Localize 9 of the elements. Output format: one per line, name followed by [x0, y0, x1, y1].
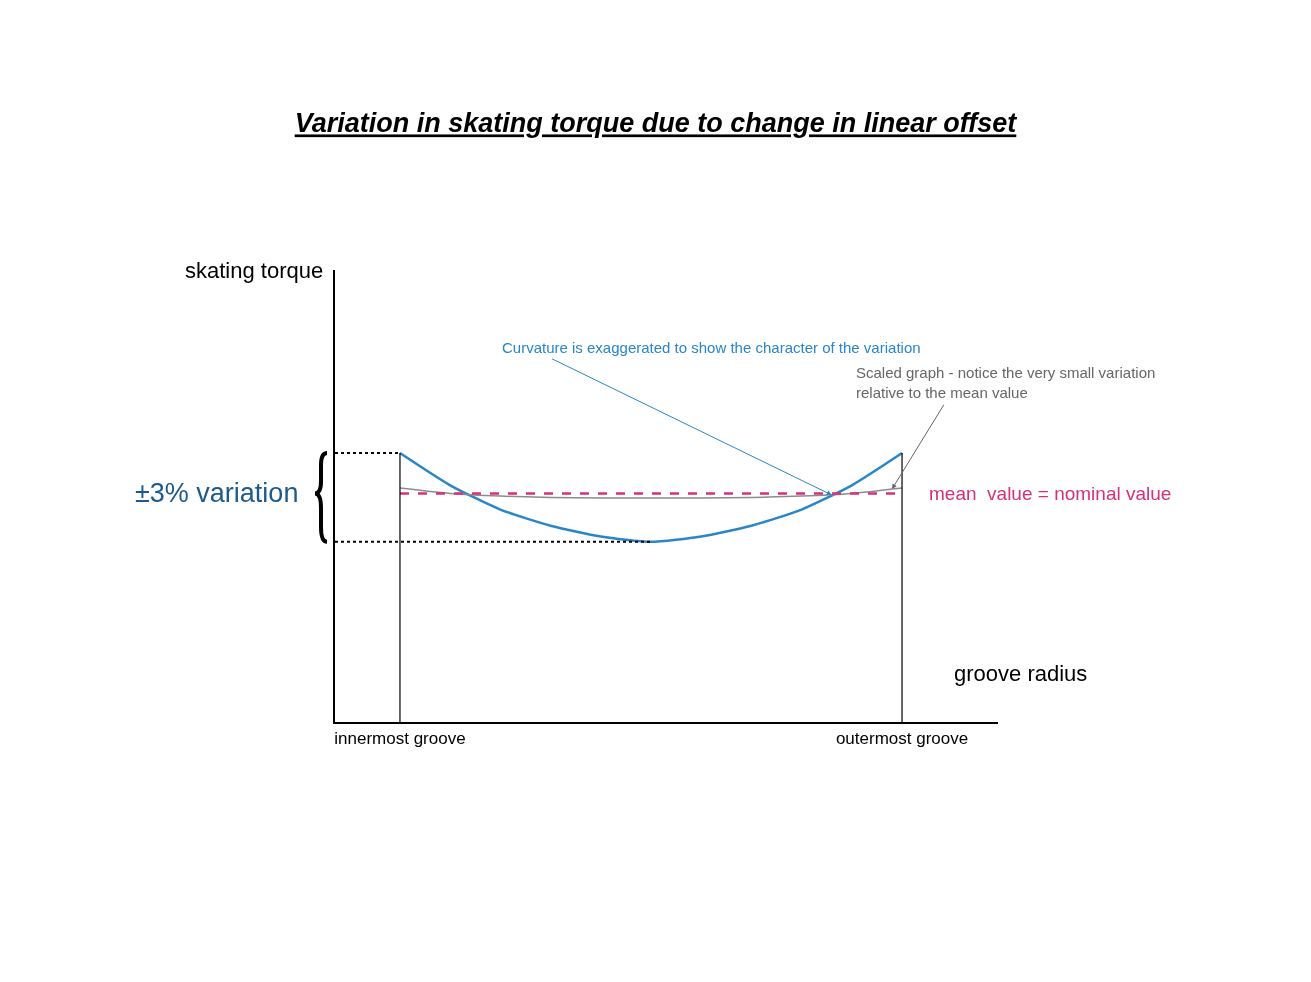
ref-line-label: mean value = nominal value [929, 483, 1172, 504]
x-tick-label: innermost groove [334, 729, 466, 749]
text: skating torque [185, 258, 324, 283]
x-tick-label: outermost groove [835, 729, 969, 749]
text: Scaled graph - notice the very small variation relative to the mean value [856, 364, 1156, 401]
text: Curvature is exaggerated to show the character of the variation [502, 339, 921, 356]
x-axis-title: groove radius [954, 661, 1088, 686]
text: ±3% variation [135, 478, 299, 508]
chart-title: Variation in skating torque due to change in linear offset [294, 108, 1018, 139]
